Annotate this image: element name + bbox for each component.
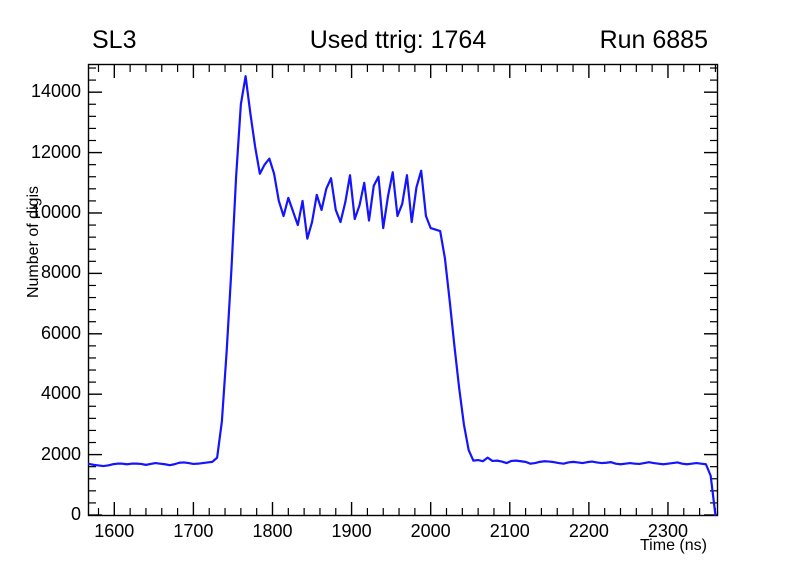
y-tick-label: 12000 xyxy=(30,141,81,162)
plot-title: Used ttrig: 1764 xyxy=(309,26,487,54)
x-tick-label: 2200 xyxy=(568,521,609,541)
y-tick-label: 10000 xyxy=(30,201,81,222)
data-series-group xyxy=(87,75,717,517)
y-axis-ticks xyxy=(89,67,717,516)
x-tick-label: 2000 xyxy=(410,521,451,541)
y-tick-label: 0 xyxy=(70,504,81,524)
y-tick-label: 8000 xyxy=(40,262,81,283)
plot-frame xyxy=(87,63,719,517)
y-tick-label: 4000 xyxy=(40,383,81,404)
run-number-label: Run 6885 xyxy=(599,26,708,54)
x-tick-label: 1600 xyxy=(94,521,135,541)
superlayer-label: SL3 xyxy=(92,26,137,54)
x-axis-title: Time (ns) xyxy=(640,537,707,554)
x-tick-label: 1700 xyxy=(173,521,214,541)
x-tick-label: 1800 xyxy=(252,521,293,541)
x-axis-ticks xyxy=(97,65,717,515)
x-tick-label: 2300 xyxy=(647,521,688,541)
digis-time-box-curve xyxy=(87,75,717,517)
y-tick-label: 2000 xyxy=(40,443,81,464)
y-tick-label: 14000 xyxy=(30,81,81,102)
y-tick-label: 6000 xyxy=(40,322,81,343)
x-tick-label: 1900 xyxy=(331,521,372,541)
x-tick-label: 2100 xyxy=(489,521,530,541)
